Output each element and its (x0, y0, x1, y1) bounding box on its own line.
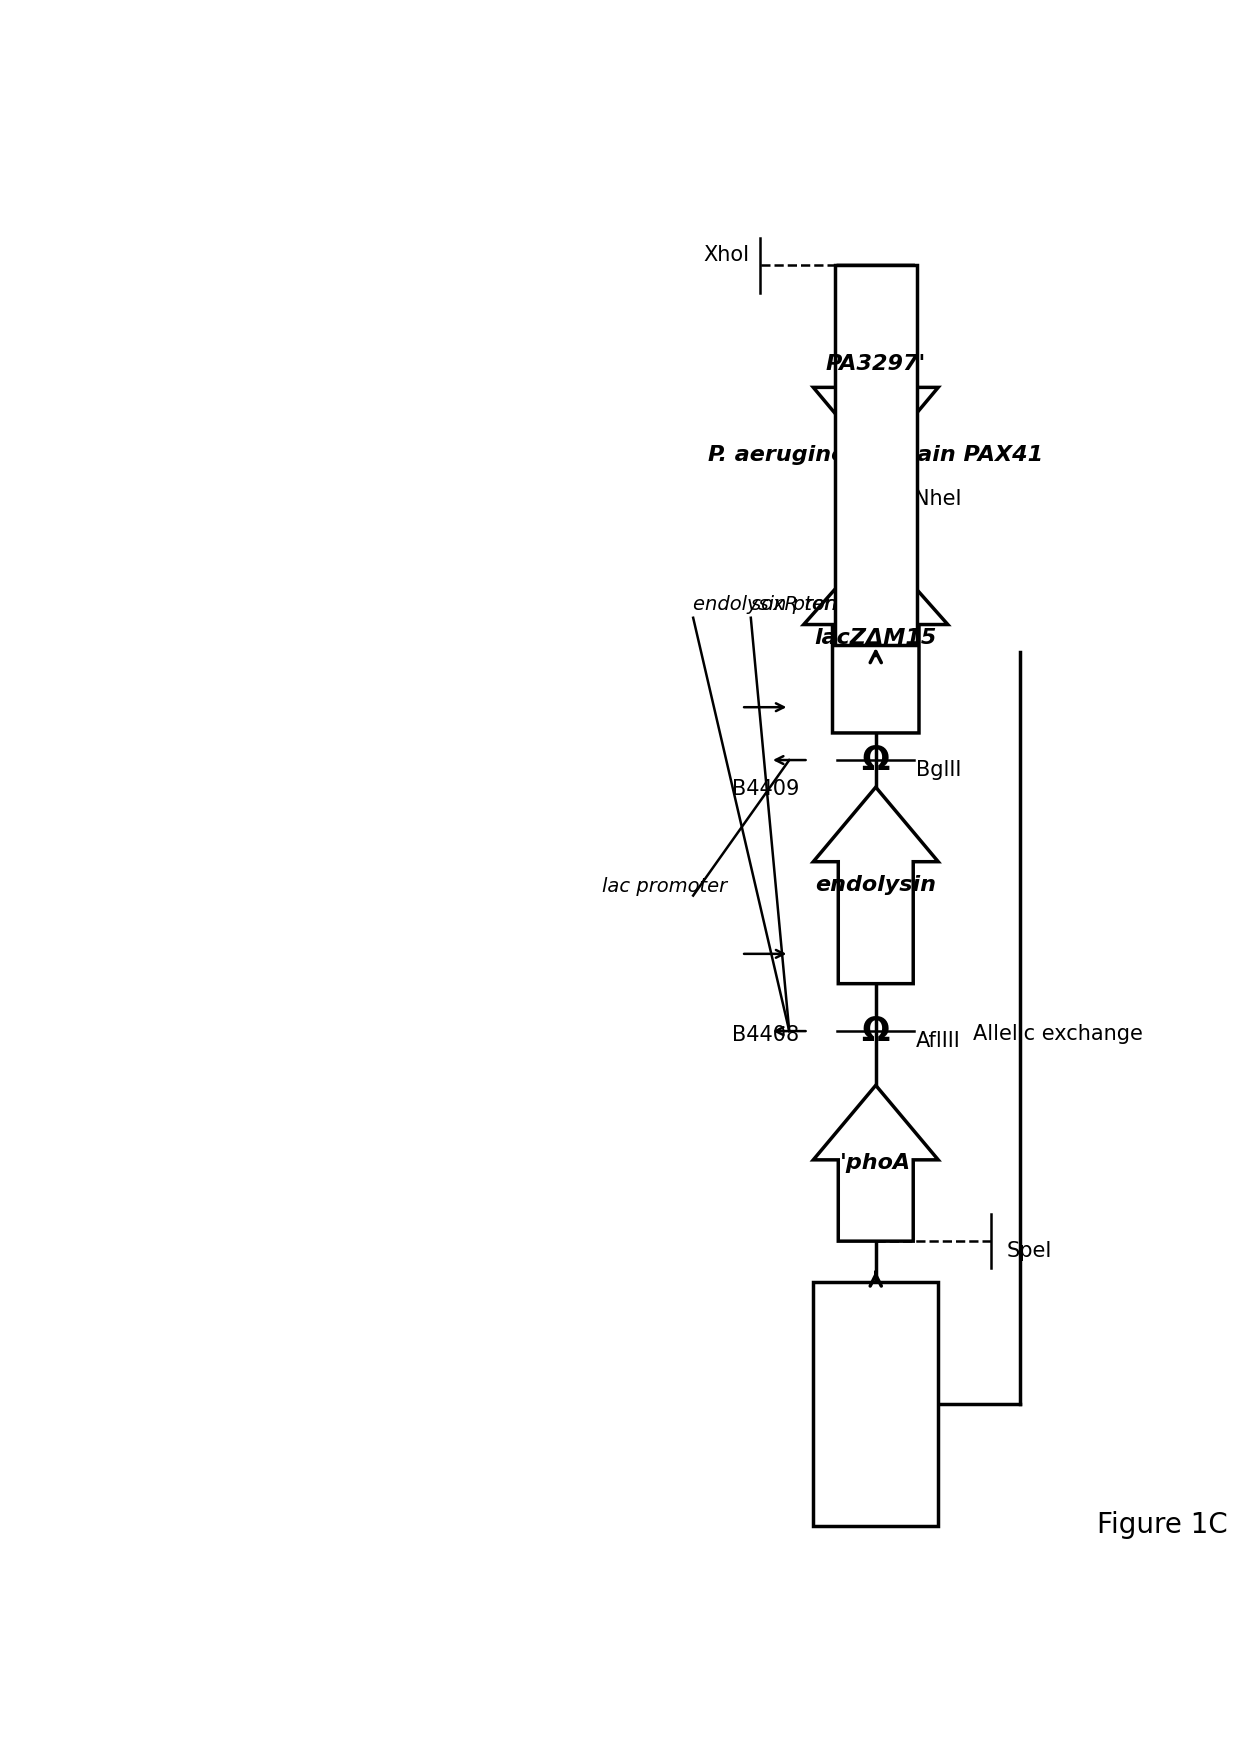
Text: AflIII: AflIII (916, 1031, 961, 1051)
Text: soxR terminator: soxR terminator (751, 595, 908, 614)
Text: PA3297': PA3297' (826, 354, 926, 373)
Text: B4409: B4409 (732, 778, 799, 799)
Text: Figure 1C: Figure 1C (1096, 1512, 1228, 1540)
Text: lacZΔM15: lacZΔM15 (815, 628, 937, 648)
Text: XhoI: XhoI (704, 245, 750, 266)
Text: Ω: Ω (862, 1014, 890, 1047)
Text: 'phoA: 'phoA (841, 1153, 911, 1174)
Text: NheI: NheI (914, 489, 962, 509)
Polygon shape (813, 1086, 939, 1241)
Text: B4408: B4408 (732, 1024, 799, 1045)
Text: Allelic exchange: Allelic exchange (973, 1024, 1143, 1044)
Text: P. aeruginosa strain PAX41: P. aeruginosa strain PAX41 (708, 445, 1043, 465)
Text: SpeI: SpeI (1007, 1241, 1053, 1262)
FancyBboxPatch shape (835, 266, 916, 644)
Text: endolysin: endolysin (815, 875, 936, 896)
Polygon shape (804, 544, 947, 732)
Text: Plasmid
pSMX414: Plasmid pSMX414 (817, 1380, 935, 1427)
Polygon shape (813, 787, 939, 984)
Text: BglII: BglII (915, 760, 961, 780)
Text: Ω: Ω (862, 743, 890, 776)
Polygon shape (813, 266, 939, 461)
Text: endolysin promoter: endolysin promoter (693, 595, 884, 614)
FancyBboxPatch shape (813, 1281, 939, 1526)
Text: lac promoter: lac promoter (601, 876, 727, 896)
